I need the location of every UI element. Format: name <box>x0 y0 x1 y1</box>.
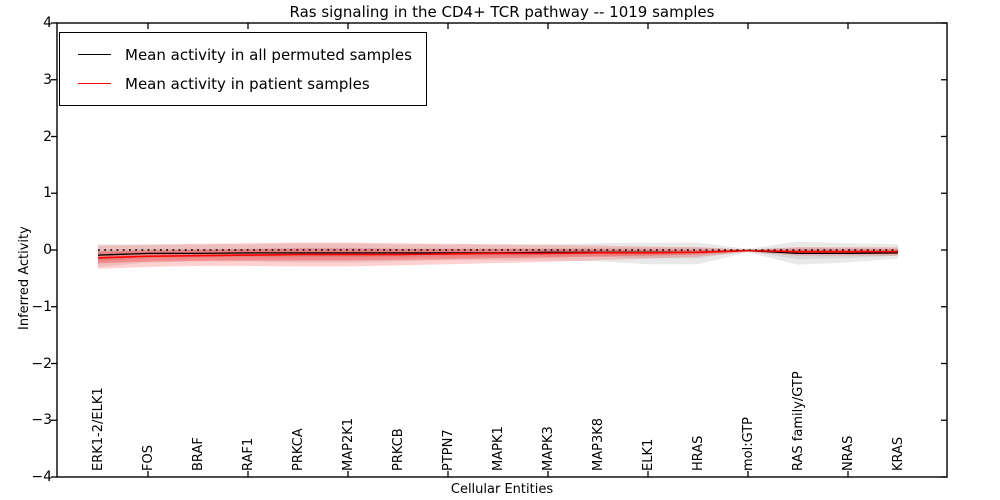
x-tick-label: HRAS <box>691 435 706 471</box>
x-tick-label: ELK1 <box>641 438 656 471</box>
x-tick-label: MAP3K8 <box>591 417 606 471</box>
y-tick-label: −2 <box>31 355 52 372</box>
x-tick-label: BRAF <box>191 437 206 471</box>
x-tick-label: RAF1 <box>241 437 256 471</box>
confidence-band-outer <box>98 241 898 268</box>
y-axis-label: Inferred Activity <box>17 226 32 330</box>
x-tick-label: PRKCB <box>391 428 406 471</box>
legend-entry-permuted: Mean activity in all permuted samples <box>72 40 412 69</box>
confidence-band-outer <box>98 242 898 269</box>
x-tick-label: ERK1-2/ELK1 <box>91 387 106 471</box>
legend-label: Mean activity in all permuted samples <box>125 45 412 64</box>
x-tick-label: MAPK1 <box>491 426 506 471</box>
y-tick-label: 1 <box>43 185 52 202</box>
x-tick-label: mol:GTP <box>741 417 756 471</box>
confidence-band-inner <box>98 247 898 262</box>
x-tick-label: PTPN7 <box>441 429 456 471</box>
chart-title: Ras signaling in the CD4+ TCR pathway --… <box>289 3 715 21</box>
x-tick-label: PRKCA <box>291 428 306 471</box>
legend-entry-patient: Mean activity in patient samples <box>72 69 412 98</box>
permuted-line-swatch-icon <box>78 54 111 55</box>
y-tick-label: −3 <box>31 412 52 429</box>
y-tick-label: −4 <box>31 469 52 485</box>
x-tick-label: FOS <box>141 445 156 471</box>
y-tick-label: 2 <box>43 128 52 145</box>
y-tick-label: 3 <box>43 71 52 88</box>
x-tick-label: NRAS <box>841 435 856 471</box>
y-tick-label: 0 <box>43 242 52 258</box>
x-tick-label: MAP2K1 <box>341 417 356 471</box>
y-tick-label: 4 <box>43 15 52 31</box>
y-tick-label: −1 <box>31 298 52 315</box>
legend-label: Mean activity in patient samples <box>125 74 370 93</box>
x-tick-label: KRAS <box>891 436 906 471</box>
x-axis-label: Cellular Entities <box>450 482 554 497</box>
patient-line-swatch-icon <box>78 83 111 84</box>
legend: Mean activity in all permuted samples Me… <box>59 32 427 106</box>
x-tick-label: MAPK3 <box>541 426 556 471</box>
x-tick-label: RAS family/GTP <box>791 371 806 471</box>
mean-line <box>97 249 898 259</box>
